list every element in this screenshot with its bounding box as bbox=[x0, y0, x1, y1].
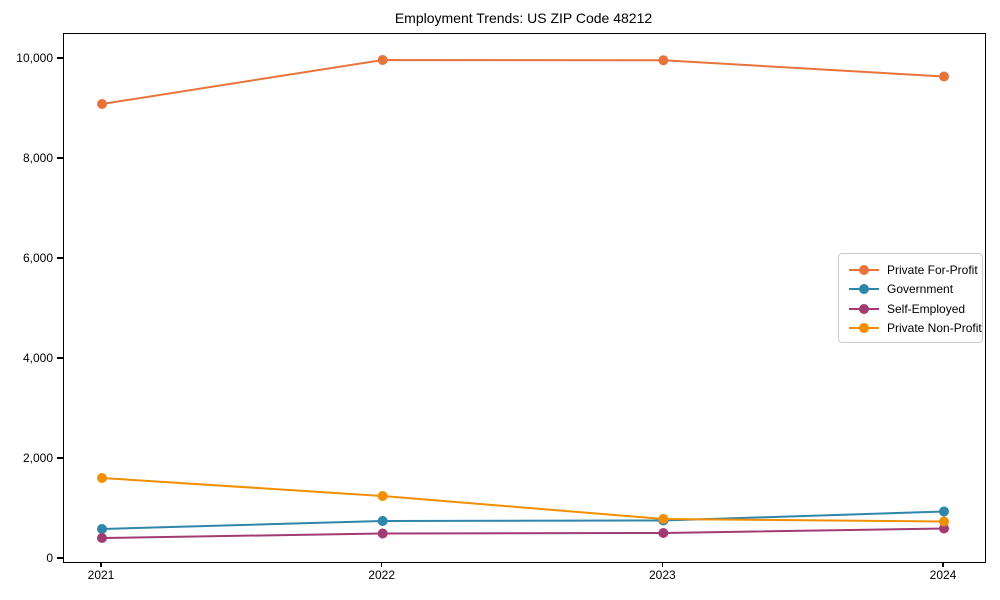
y-axis-tick-label: 6,000 bbox=[22, 251, 53, 265]
x-axis-tick-mark bbox=[100, 562, 102, 567]
x-axis-tick-label: 2022 bbox=[368, 568, 395, 582]
data-point-private-non-profit-2022 bbox=[377, 491, 388, 501]
legend-label: Government bbox=[887, 282, 954, 297]
y-axis-tick-mark bbox=[57, 157, 63, 159]
data-point-private-non-profit-2021 bbox=[97, 473, 107, 483]
series-line-private-non-profit bbox=[101, 477, 945, 523]
y-axis-tick-label: 10,000 bbox=[16, 51, 53, 65]
x-axis-tick-label: 2021 bbox=[87, 568, 115, 582]
legend-marker-icon bbox=[849, 284, 879, 295]
data-point-private-for-profit-2022 bbox=[377, 55, 388, 65]
data-point-private-for-profit-2021 bbox=[97, 99, 107, 109]
series-line-government bbox=[101, 510, 945, 530]
legend: Private For-Profit Government Self-Employe… bbox=[838, 253, 983, 343]
x-axis-tick-label: 2023 bbox=[648, 568, 676, 582]
series-line-self-employed bbox=[101, 527, 945, 539]
data-point-self-employed-2021 bbox=[97, 533, 107, 543]
series-line-private-for-profit bbox=[101, 58, 945, 105]
y-axis-tick-label: 4,000 bbox=[22, 351, 53, 365]
data-point-government-2021 bbox=[97, 524, 107, 534]
y-axis-tick-mark bbox=[57, 557, 63, 559]
y-axis-tick-mark bbox=[57, 357, 63, 359]
y-axis-tick-label: 2,000 bbox=[22, 451, 53, 465]
data-point-government-2022 bbox=[377, 516, 388, 526]
y-axis-tick-label: 8,000 bbox=[22, 151, 53, 165]
data-point-government-2024 bbox=[939, 506, 949, 517]
legend-marker-icon bbox=[849, 264, 879, 275]
data-point-private-for-profit-2023 bbox=[658, 55, 669, 66]
x-axis-tick-label: 2024 bbox=[929, 568, 957, 582]
data-point-private-non-profit-2024 bbox=[939, 516, 949, 527]
legend-label: Private Non-Profit bbox=[887, 321, 982, 336]
legend-item-private-non-profit: Private Non-Profit bbox=[849, 319, 982, 338]
plot-lines-canvas bbox=[97, 55, 949, 543]
data-point-self-employed-2024 bbox=[939, 523, 949, 534]
legend-label: Private For-Profit bbox=[887, 262, 978, 277]
legend-label: Self-Employed bbox=[887, 301, 966, 316]
x-axis-tick-mark bbox=[942, 562, 944, 567]
legend-marker-icon bbox=[849, 323, 879, 334]
legend-marker-icon bbox=[849, 303, 879, 314]
data-point-private-for-profit-2024 bbox=[939, 71, 949, 82]
chart-title: Employment Trends: US ZIP Code 48212 bbox=[394, 10, 653, 26]
x-axis-tick-mark bbox=[661, 562, 663, 567]
legend-item-self-employed: Self-Employed bbox=[849, 299, 974, 318]
legend-item-private-for-profit: Private For-Profit bbox=[849, 260, 978, 279]
data-point-private-non-profit-2023 bbox=[658, 514, 669, 524]
y-axis-tick-label: 0 bbox=[46, 551, 53, 565]
plot-area bbox=[63, 33, 986, 563]
y-axis-tick-mark bbox=[57, 457, 63, 459]
y-axis-tick-mark bbox=[57, 257, 63, 259]
legend-item-government: Government bbox=[849, 280, 974, 299]
y-axis-tick-mark bbox=[57, 57, 63, 59]
data-point-self-employed-2022 bbox=[377, 528, 388, 539]
data-point-self-employed-2023 bbox=[658, 528, 669, 538]
x-axis-tick-mark bbox=[381, 562, 383, 567]
